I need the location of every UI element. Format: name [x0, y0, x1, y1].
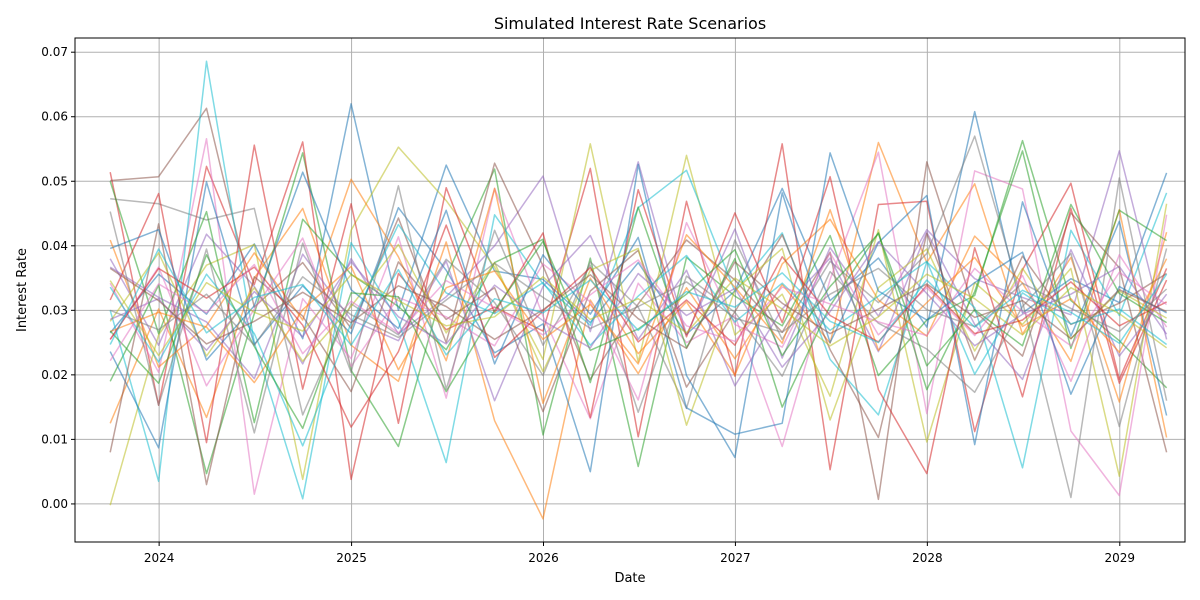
series-line-20	[109, 223, 1168, 447]
x-axis-ticks: 2024 2025 2026 2027 2028 2029	[144, 542, 1135, 565]
y-tick-label: 0.07	[41, 45, 68, 59]
x-tick-label: 2029	[1105, 551, 1136, 565]
y-tick-label: 0.01	[41, 432, 68, 446]
axes-frame	[74, 37, 1186, 543]
y-tick-label: 0.06	[41, 110, 68, 124]
x-tick-label: 2024	[144, 551, 175, 565]
y-tick-label: 0.00	[41, 497, 68, 511]
series-line-7	[109, 137, 1168, 497]
y-axis-label: Interest Rate	[15, 248, 30, 332]
x-tick-label: 2026	[528, 551, 559, 565]
series-line-23	[109, 203, 1167, 430]
x-axis-label: Date	[614, 571, 645, 586]
y-tick-label: 0.02	[41, 368, 68, 382]
chart-title: Simulated Interest Rate Scenarios	[494, 14, 766, 33]
series-line-15	[109, 231, 1168, 402]
series-line-28	[109, 262, 1168, 346]
series-line-4	[109, 141, 1168, 481]
series-line-27	[109, 259, 1168, 362]
y-tick-label: 0.04	[41, 239, 68, 253]
series-line-29	[109, 273, 1168, 357]
series-line-19	[109, 243, 1167, 426]
series-line-2	[109, 141, 1168, 520]
series-line-30	[109, 248, 1168, 356]
y-tick-label: 0.05	[41, 174, 68, 188]
series-line-25	[109, 241, 1168, 368]
y-tick-label: 0.03	[41, 303, 68, 317]
series-line-13	[109, 150, 1168, 424]
plot-series-group	[109, 60, 1168, 520]
x-tick-label: 2027	[720, 551, 751, 565]
x-tick-label: 2025	[336, 551, 367, 565]
series-line-22	[109, 208, 1168, 384]
series-line-24	[109, 224, 1167, 428]
x-tick-label: 2028	[912, 551, 943, 565]
y-axis-ticks: 0.00 0.01 0.02 0.03 0.04 0.05 0.06 0.07	[41, 45, 75, 511]
series-line-21	[109, 152, 1167, 435]
